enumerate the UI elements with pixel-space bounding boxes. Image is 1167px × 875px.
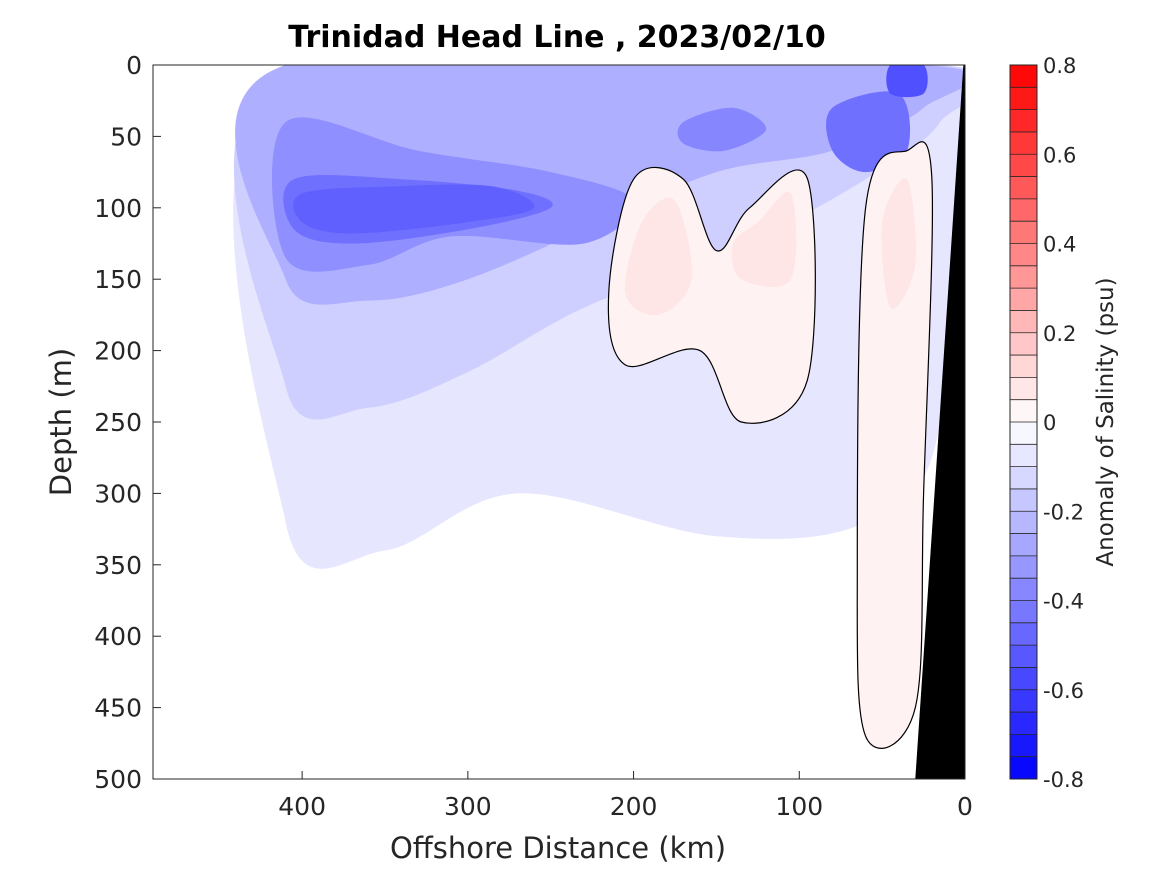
colorbar-level: [1010, 645, 1037, 668]
colorbar: 0.8 0.6 0.4 0.2 0 -0.2 -0.4 -0.6 -0.8: [1009, 54, 1084, 792]
y-tick-label: 350: [94, 551, 142, 580]
colorbar-tick-label: -0.8: [1043, 768, 1084, 792]
colorbar-level: [1010, 511, 1037, 534]
colorbar-level: [1010, 712, 1037, 735]
colorbar-level: [1010, 109, 1037, 133]
x-tick-label: 300: [444, 792, 492, 821]
colorbar-level: [1010, 466, 1037, 490]
colorbar-frame: [1009, 64, 1038, 780]
zero-contour-lines: [607, 141, 934, 749]
x-tick-label: 0: [957, 792, 973, 821]
y-tick-label: 250: [94, 408, 142, 437]
anomaly-region-14: [881, 178, 917, 309]
colorbar-level: [1010, 243, 1037, 267]
colorbar-level: [1010, 734, 1037, 758]
colorbar-level: [1010, 176, 1037, 200]
colorbar-level: [1010, 198, 1037, 222]
y-tick-label: 300: [94, 479, 142, 508]
y-tick-label: 0: [126, 51, 142, 80]
colorbar-tick-label: 0: [1043, 411, 1056, 435]
colorbar-level: [1010, 444, 1037, 468]
x-axis-label: Offshore Distance (km): [390, 831, 726, 865]
y-axis: 0 50 100 150 200 250 300 350 400 450 500: [94, 51, 161, 794]
colorbar-tick-label: 0.4: [1043, 233, 1076, 257]
colorbar-tick-label: 0.8: [1043, 54, 1076, 78]
anomaly-region-13: [731, 191, 797, 288]
anomaly-region-12: [624, 197, 693, 316]
colorbar-level: [1010, 288, 1037, 311]
colorbar-tick-label: 0.2: [1043, 322, 1076, 346]
colorbar-tick-label: -0.6: [1043, 679, 1084, 703]
y-axis-label: Depth (m): [44, 348, 78, 496]
y-tick-label: 200: [94, 337, 142, 366]
colorbar-level: [1010, 533, 1037, 557]
colorbar-level: [1010, 355, 1037, 378]
y-tick-label: 50: [110, 122, 142, 151]
y-tick-label: 450: [94, 694, 142, 723]
x-tick-label: 200: [610, 792, 658, 821]
colorbar-level: [1010, 65, 1037, 88]
colorbar-level: [1010, 87, 1037, 111]
y-tick-label: 100: [94, 194, 142, 223]
colorbar-label: Anomaly of Salinity (psu): [1093, 277, 1119, 566]
anomaly-field: [233, 65, 965, 749]
zero-contour-10: [607, 166, 816, 424]
x-tick-label: 400: [278, 792, 326, 821]
colorbar-level: [1010, 488, 1037, 512]
colorbar-level: [1010, 578, 1037, 601]
anomaly-region-6: [293, 184, 535, 234]
colorbar-level: [1010, 399, 1037, 423]
colorbar-level: [1010, 422, 1037, 445]
y-tick-label: 500: [94, 765, 142, 794]
x-axis: 400 300 200 100 0: [278, 771, 973, 821]
colorbar-level: [1010, 265, 1037, 289]
colorbar-level: [1010, 310, 1037, 334]
chart-title: Trinidad Head Line , 2023/02/10: [288, 20, 825, 55]
colorbar-level: [1010, 221, 1037, 244]
colorbar-tick-label: -0.4: [1043, 590, 1084, 614]
y-tick-label: 400: [94, 622, 142, 651]
anomaly-region-7: [677, 107, 767, 152]
colorbar-level: [1010, 131, 1037, 155]
anomaly-region-9: [886, 65, 928, 98]
anomaly-region-11: [857, 141, 933, 749]
colorbar-level: [1010, 555, 1037, 579]
colorbar-tick-label: -0.2: [1043, 500, 1084, 524]
colorbar-level: [1010, 667, 1037, 691]
colorbar-level: [1010, 332, 1037, 356]
zero-contour-11: [856, 141, 934, 749]
x-tick-label: 100: [775, 792, 823, 821]
colorbar-level: [1010, 600, 1037, 624]
colorbar-tick-label: 0.6: [1043, 143, 1076, 167]
bathymetry-seafloor: [915, 65, 965, 779]
colorbar-level: [1010, 377, 1037, 401]
anomaly-region-8: [826, 91, 911, 173]
colorbar-level: [1010, 756, 1037, 780]
colorbar-level: [1010, 689, 1037, 713]
colorbar-level: [1010, 154, 1037, 177]
y-tick-label: 150: [94, 265, 142, 294]
colorbar-level: [1010, 622, 1037, 646]
